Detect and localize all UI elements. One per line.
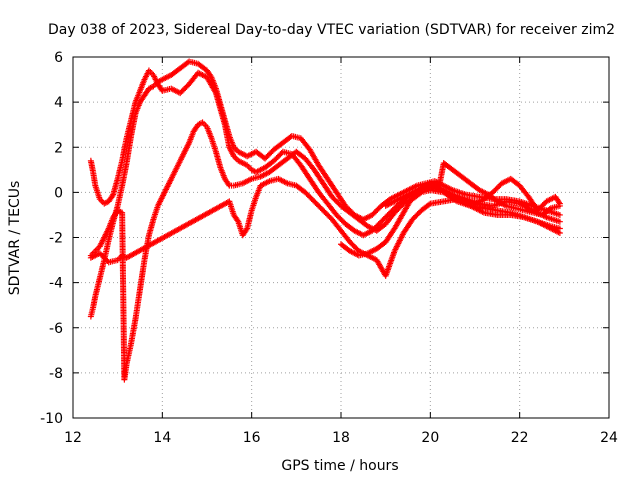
y-tick-label: -6: [49, 321, 63, 337]
y-tick-label: -8: [49, 366, 63, 382]
x-tick-label: 22: [511, 430, 529, 446]
y-tick-label: -2: [49, 231, 63, 247]
x-tick-label: 18: [332, 430, 350, 446]
data-point: [546, 206, 553, 213]
data-point: [556, 200, 563, 207]
data-marks: [87, 58, 563, 383]
data-point: [555, 199, 562, 206]
data-point: [225, 181, 232, 188]
x-tick-label: 14: [153, 430, 171, 446]
data-point: [109, 192, 116, 199]
x-tick-label: 24: [600, 430, 618, 446]
y-tick-label: 2: [54, 140, 63, 156]
chart-title: Day 038 of 2023, Sidereal Day-to-day VTE…: [48, 22, 615, 38]
data-point: [426, 201, 433, 208]
x-tick-label: 16: [243, 430, 261, 446]
data-point: [243, 226, 250, 233]
x-axis-label: GPS time / hours: [281, 458, 398, 474]
y-tick-label: 4: [54, 95, 63, 111]
data-point: [556, 225, 563, 232]
y-tick-label: 6: [54, 50, 63, 66]
y-axis-label: SDTVAR / TECUs: [7, 181, 23, 296]
y-tick-label: -10: [40, 411, 63, 427]
data-point: [556, 218, 563, 225]
series-track-5: [338, 160, 563, 259]
series-track-6: [382, 175, 563, 214]
x-tick-label: 12: [64, 430, 82, 446]
series-track-4: [87, 175, 563, 279]
grid: [73, 57, 609, 418]
x-tick-label: 20: [421, 430, 439, 446]
data-point: [556, 211, 563, 218]
y-tick-label: -4: [49, 276, 63, 292]
data-point: [234, 217, 241, 224]
y-tick-label: 0: [54, 185, 63, 201]
